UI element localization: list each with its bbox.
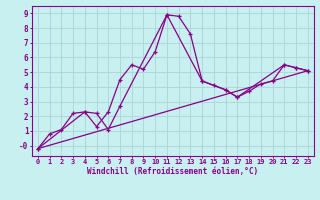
X-axis label: Windchill (Refroidissement éolien,°C): Windchill (Refroidissement éolien,°C) [87,167,258,176]
